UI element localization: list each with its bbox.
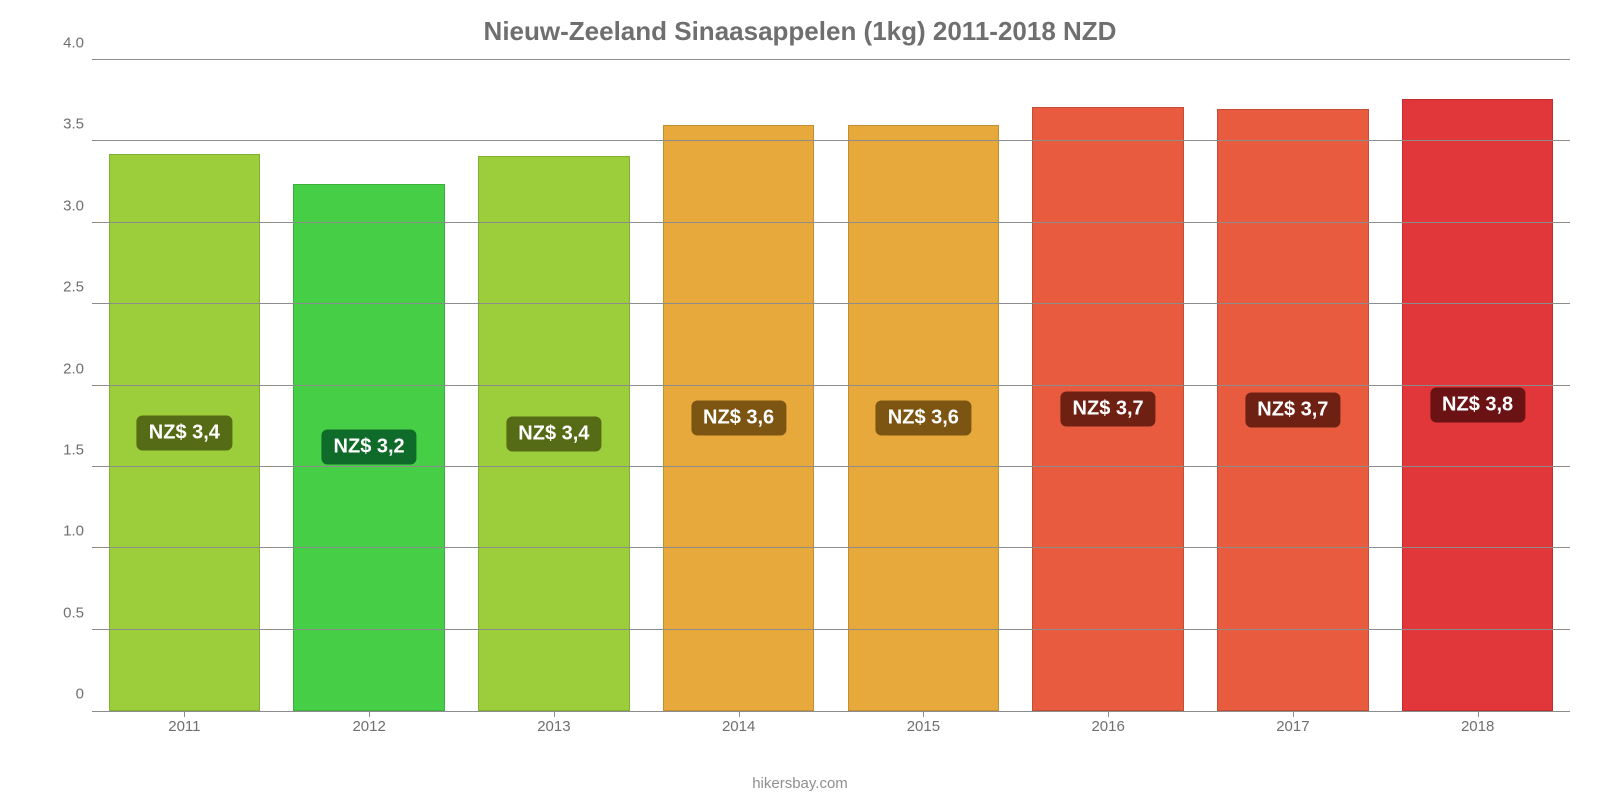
x-tick-label: 2014 <box>646 712 831 740</box>
bar-slot: NZ$ 3,4 <box>92 60 277 711</box>
bar: NZ$ 3,7 <box>1217 109 1368 711</box>
bar-slot: NZ$ 3,7 <box>1201 60 1386 711</box>
bar: NZ$ 3,6 <box>663 125 814 711</box>
bar-value-label: NZ$ 3,4 <box>506 416 601 451</box>
bar: NZ$ 3,7 <box>1032 107 1183 711</box>
bar-value-label: NZ$ 3,6 <box>691 401 786 436</box>
x-tick-label: 2017 <box>1201 712 1386 740</box>
y-tick-label: 3.0 <box>52 197 84 214</box>
grid-line <box>92 466 1570 467</box>
y-tick-label: 3.5 <box>52 116 84 133</box>
y-tick-label: 2.5 <box>52 279 84 296</box>
plot-area: NZ$ 3,4 NZ$ 3,2 NZ$ 3,4 NZ$ 3,6 NZ$ 3,6 NZ$ 3… <box>92 60 1570 712</box>
x-tick-label: 2011 <box>92 712 277 740</box>
bar-value-label: NZ$ 3,4 <box>137 415 232 450</box>
grid-line <box>92 222 1570 223</box>
bar-value-label: NZ$ 3,2 <box>322 430 417 465</box>
bar-slot: NZ$ 3,8 <box>1385 60 1570 711</box>
bar-slot: NZ$ 3,7 <box>1016 60 1201 711</box>
chart-title: Nieuw-Zeeland Sinaasappelen (1kg) 2011-2… <box>0 0 1600 55</box>
credit-text: hikersbay.com <box>0 775 1600 792</box>
bar-slot: NZ$ 3,6 <box>831 60 1016 711</box>
grid-line <box>92 547 1570 548</box>
bar-slot: NZ$ 3,2 <box>277 60 462 711</box>
grid-line <box>92 59 1570 60</box>
chart-area: NZ$ 3,4 NZ$ 3,2 NZ$ 3,4 NZ$ 3,6 NZ$ 3,6 NZ$ 3… <box>60 60 1570 740</box>
grid-line <box>92 385 1570 386</box>
x-tick-label: 2012 <box>277 712 462 740</box>
y-tick-label: 0.5 <box>52 604 84 621</box>
bar-value-label: NZ$ 3,6 <box>876 401 971 436</box>
y-tick-label: 1.0 <box>52 523 84 540</box>
bar-slot: NZ$ 3,4 <box>462 60 647 711</box>
grid-line <box>92 629 1570 630</box>
x-axis: 20112012201320142015201620172018 <box>92 712 1570 740</box>
y-tick-label: 1.5 <box>52 441 84 458</box>
bar: NZ$ 3,4 <box>109 154 260 711</box>
x-tick-label: 2018 <box>1385 712 1570 740</box>
bar: NZ$ 3,6 <box>848 125 999 711</box>
grid-line <box>92 303 1570 304</box>
bar-slot: NZ$ 3,6 <box>646 60 831 711</box>
y-tick-label: 4.0 <box>52 35 84 52</box>
x-tick-label: 2013 <box>462 712 647 740</box>
bar: NZ$ 3,8 <box>1402 99 1553 711</box>
bar: NZ$ 3,2 <box>293 184 444 711</box>
bar-value-label: NZ$ 3,8 <box>1430 388 1525 423</box>
grid-line <box>92 140 1570 141</box>
bars-container: NZ$ 3,4 NZ$ 3,2 NZ$ 3,4 NZ$ 3,6 NZ$ 3,6 NZ$ 3… <box>92 60 1570 711</box>
bar-value-label: NZ$ 3,7 <box>1245 392 1340 427</box>
y-tick-label: 0 <box>52 686 84 703</box>
x-tick-label: 2016 <box>1016 712 1201 740</box>
y-tick-label: 2.0 <box>52 360 84 377</box>
x-tick-label: 2015 <box>831 712 1016 740</box>
bar-value-label: NZ$ 3,7 <box>1061 392 1156 427</box>
